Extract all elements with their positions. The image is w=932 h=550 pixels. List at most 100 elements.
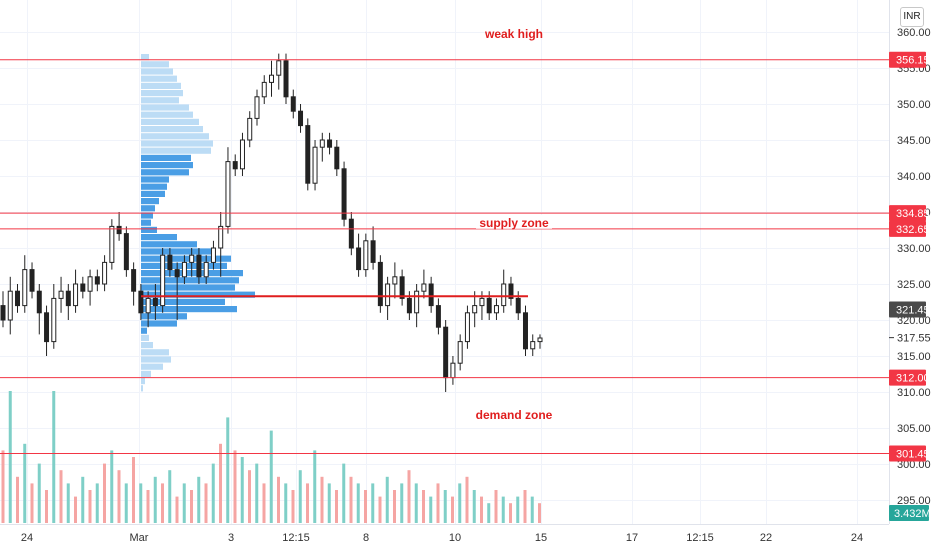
volume-bar — [110, 450, 114, 523]
zone-labels: weak high supply zone demand zone — [476, 27, 553, 422]
candle-body — [254, 96, 260, 119]
candle-body — [22, 269, 28, 307]
volume-profile-bar — [141, 327, 147, 334]
volume-profile-bar — [141, 61, 169, 68]
volume-profile-bar — [141, 298, 225, 305]
volume-bar — [327, 483, 331, 523]
price-badge-text: 332.65 — [896, 224, 930, 236]
candle-body — [334, 146, 340, 170]
volume-profile-bar — [141, 334, 149, 341]
candle-body — [312, 146, 318, 184]
volume-bar — [277, 476, 280, 523]
x-tick-label: 10 — [449, 532, 461, 544]
price-badge-supply-upper — [889, 205, 926, 222]
volume-profile-bar — [141, 356, 171, 363]
y-tick-label: 340.00 — [897, 171, 931, 183]
candle-body — [80, 283, 86, 292]
volume-profile-bar — [141, 248, 211, 255]
volume-profile-bar — [141, 176, 169, 183]
volume-profile-bar — [141, 349, 169, 356]
volume-profile-bar — [141, 126, 203, 133]
volume-bar — [291, 490, 295, 523]
candle-body — [210, 247, 216, 263]
volume-profile-bar — [141, 82, 181, 89]
candle-body — [406, 297, 412, 314]
volume-bar — [240, 457, 244, 523]
x-tick-label: 15 — [535, 532, 547, 544]
candle-body — [486, 297, 492, 314]
candle-body — [537, 337, 543, 343]
candle-body — [472, 305, 478, 314]
candle-body — [109, 225, 115, 263]
candle-body — [435, 305, 441, 328]
time-axis[interactable]: 24 Mar 3 12:15 8 10 15 17 12:15 22 24 — [21, 532, 863, 544]
y-tick-label: 330.00 — [897, 243, 931, 255]
candle-body — [261, 81, 267, 98]
y-tick-label: 345.00 — [897, 135, 931, 147]
volume-bar — [494, 490, 498, 523]
volume-bar — [284, 483, 288, 523]
volume-profile-bar — [141, 68, 173, 75]
volume-bar — [530, 496, 534, 523]
price-badge-text: 312.00 — [896, 373, 930, 385]
price-badge-demand-lower — [889, 445, 926, 462]
volume-bar — [23, 443, 27, 523]
volume-profile-bar — [141, 277, 239, 284]
candle-body — [327, 139, 333, 148]
volume-profile-bar — [141, 320, 177, 327]
price-axis[interactable]: 360.00355.00350.00345.00340.00335.00330.… — [889, 27, 931, 507]
candle-body — [87, 276, 93, 292]
volume-bar — [472, 490, 476, 523]
volume-profile-bar — [141, 97, 179, 104]
volume-bar — [74, 496, 77, 523]
candle-body — [479, 297, 485, 307]
volume-bar — [1, 450, 5, 523]
y-tick-label: 315.00 — [897, 351, 931, 363]
candle-body — [269, 74, 274, 83]
volume-bar — [103, 463, 106, 523]
candle-body — [399, 276, 405, 299]
candle-body — [15, 290, 21, 307]
candle-body — [247, 117, 253, 141]
volume-profile-bar — [141, 118, 199, 125]
candle-body — [298, 110, 304, 127]
volume-bar — [313, 450, 317, 523]
currency-label[interactable]: INR — [900, 7, 924, 27]
volume-bar — [226, 417, 230, 523]
volume-bar — [182, 483, 186, 523]
candle-body — [319, 139, 325, 148]
candle-body — [36, 290, 42, 314]
volume-profile-bar — [141, 169, 189, 176]
volume-badge-text: 3.432M — [894, 508, 931, 520]
candle-body — [305, 125, 311, 184]
volume-bar — [306, 483, 309, 523]
volume-profile-bar — [141, 111, 193, 118]
supply-zone-label: supply zone — [479, 216, 549, 230]
candle-body — [196, 254, 202, 278]
volume-bar — [422, 490, 425, 523]
candle-body — [181, 261, 187, 278]
candle-body — [428, 283, 434, 307]
candle-body — [283, 60, 289, 98]
volume-bar — [342, 463, 346, 523]
y-tick-label: 317.55 — [897, 333, 931, 345]
x-tick-label: Mar — [130, 532, 149, 544]
volume-bar — [190, 490, 193, 523]
candle-body — [225, 161, 231, 227]
candle-body — [508, 283, 514, 299]
candle-body — [363, 240, 369, 271]
volume-profile-bar — [141, 198, 159, 205]
price-badge-text: 356.15 — [896, 55, 930, 67]
candle-body — [174, 269, 180, 278]
candle-body — [73, 283, 79, 307]
volume-profile-bar — [141, 241, 197, 248]
y-tick-label: 300.00 — [897, 459, 931, 471]
volume-bar — [298, 470, 302, 523]
candle-body — [530, 341, 536, 350]
x-tick-label: 24 — [851, 532, 863, 544]
volume-bar — [211, 463, 215, 523]
volume-bar — [139, 483, 143, 523]
volume-bar — [219, 443, 222, 523]
volume-profile-bar — [141, 291, 255, 298]
